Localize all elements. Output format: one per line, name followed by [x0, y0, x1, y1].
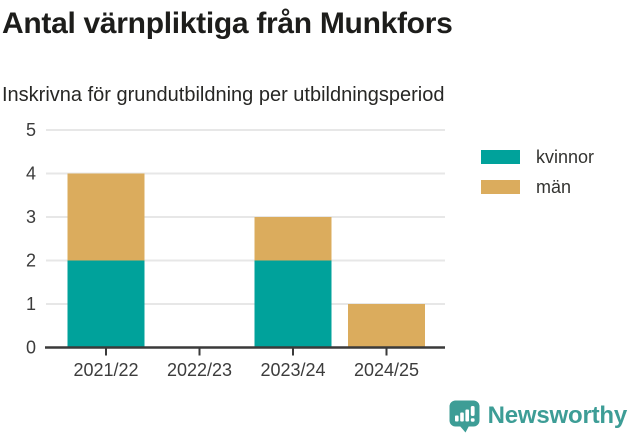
- bar-segment-män: [348, 304, 425, 348]
- legend: kvinnor män: [481, 148, 594, 196]
- legend-label: kvinnor: [536, 147, 595, 167]
- bar-segment-män: [67, 173, 145, 261]
- y-tick-label: 1: [26, 294, 36, 314]
- legend-item-män: män: [481, 178, 594, 196]
- legend-swatch: [481, 150, 520, 164]
- x-tick-label: 2023/24: [260, 360, 325, 380]
- y-tick-label: 3: [26, 207, 36, 227]
- chart-title: Antal värnpliktiga från Munkfors: [2, 7, 453, 40]
- bar-segment-män: [254, 217, 332, 261]
- newsworthy-logo: Newsworthy: [448, 399, 627, 433]
- chart-subtitle: Inskrivna för grundutbildning per utbild…: [2, 84, 445, 106]
- y-tick-label: 0: [26, 338, 36, 358]
- x-tick-label: 2024/25: [354, 360, 419, 380]
- legend-label: män: [536, 177, 572, 197]
- x-tick-label: 2021/22: [73, 360, 138, 380]
- y-tick-label: 4: [26, 164, 36, 184]
- legend-swatch: [481, 180, 520, 194]
- x-tick-label: 2022/23: [167, 360, 232, 380]
- newsworthy-icon: [449, 400, 480, 433]
- newsworthy-wordmark: Newsworthy: [487, 402, 628, 429]
- bar-segment-kvinnor: [67, 260, 145, 348]
- bar-segment-kvinnor: [254, 260, 332, 348]
- y-tick-label: 2: [26, 251, 36, 271]
- legend-item-kvinnor: kvinnor: [481, 148, 594, 166]
- y-tick-label: 5: [26, 120, 36, 140]
- stacked-bar-chart: 0 1 2 3 4 5 2021/22 2022/23 2023/24 2024/25: [26, 120, 445, 380]
